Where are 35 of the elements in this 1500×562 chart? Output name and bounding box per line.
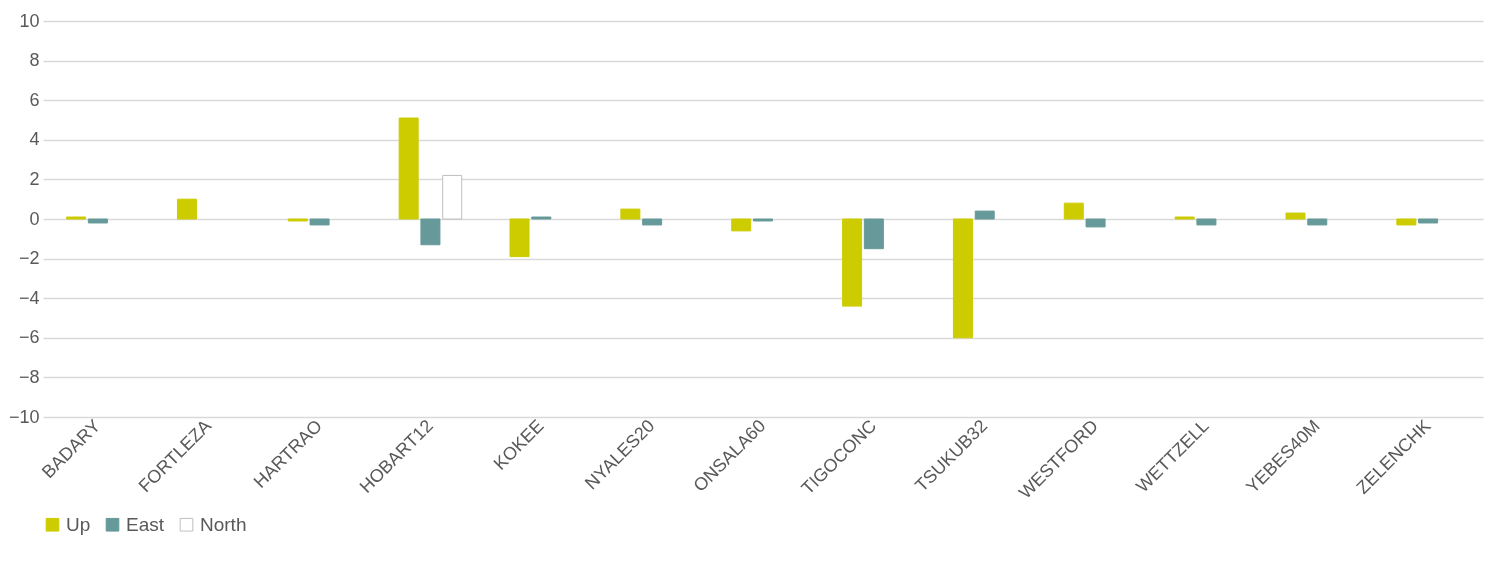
bar bbox=[420, 218, 441, 246]
bar bbox=[1063, 202, 1084, 220]
y-tick-label: −2 bbox=[18, 248, 40, 269]
legend-label: Up bbox=[66, 513, 91, 535]
y-tick-label: −6 bbox=[18, 327, 40, 348]
y-tick-label: 8 bbox=[29, 50, 40, 71]
legend-label: East bbox=[126, 513, 165, 535]
bar bbox=[1307, 218, 1328, 226]
y-tick-label: −10 bbox=[8, 406, 40, 427]
y-tick-label: 2 bbox=[29, 168, 40, 189]
bar bbox=[1285, 212, 1306, 220]
bar bbox=[952, 218, 973, 339]
bar bbox=[309, 218, 330, 226]
bar bbox=[1418, 218, 1439, 224]
bar bbox=[863, 218, 884, 250]
y-tick-label: −4 bbox=[18, 287, 40, 308]
y-tick-label: 6 bbox=[29, 89, 40, 110]
bar bbox=[1085, 218, 1106, 228]
y-tick-label: 10 bbox=[19, 10, 40, 31]
bar bbox=[398, 117, 419, 220]
y-tick-label: 0 bbox=[29, 208, 40, 229]
bar bbox=[620, 208, 641, 220]
y-tick-label: −8 bbox=[18, 366, 40, 387]
bar bbox=[442, 174, 463, 220]
bar bbox=[1196, 218, 1217, 226]
bar bbox=[642, 218, 663, 226]
bar bbox=[1396, 218, 1417, 226]
legend-label: North bbox=[200, 513, 247, 535]
bar bbox=[842, 218, 863, 307]
bar bbox=[509, 218, 530, 258]
bar bbox=[731, 218, 752, 232]
bar bbox=[974, 210, 995, 220]
y-tick-label: 4 bbox=[29, 129, 40, 150]
bar bbox=[87, 218, 108, 224]
bar bbox=[176, 198, 197, 220]
